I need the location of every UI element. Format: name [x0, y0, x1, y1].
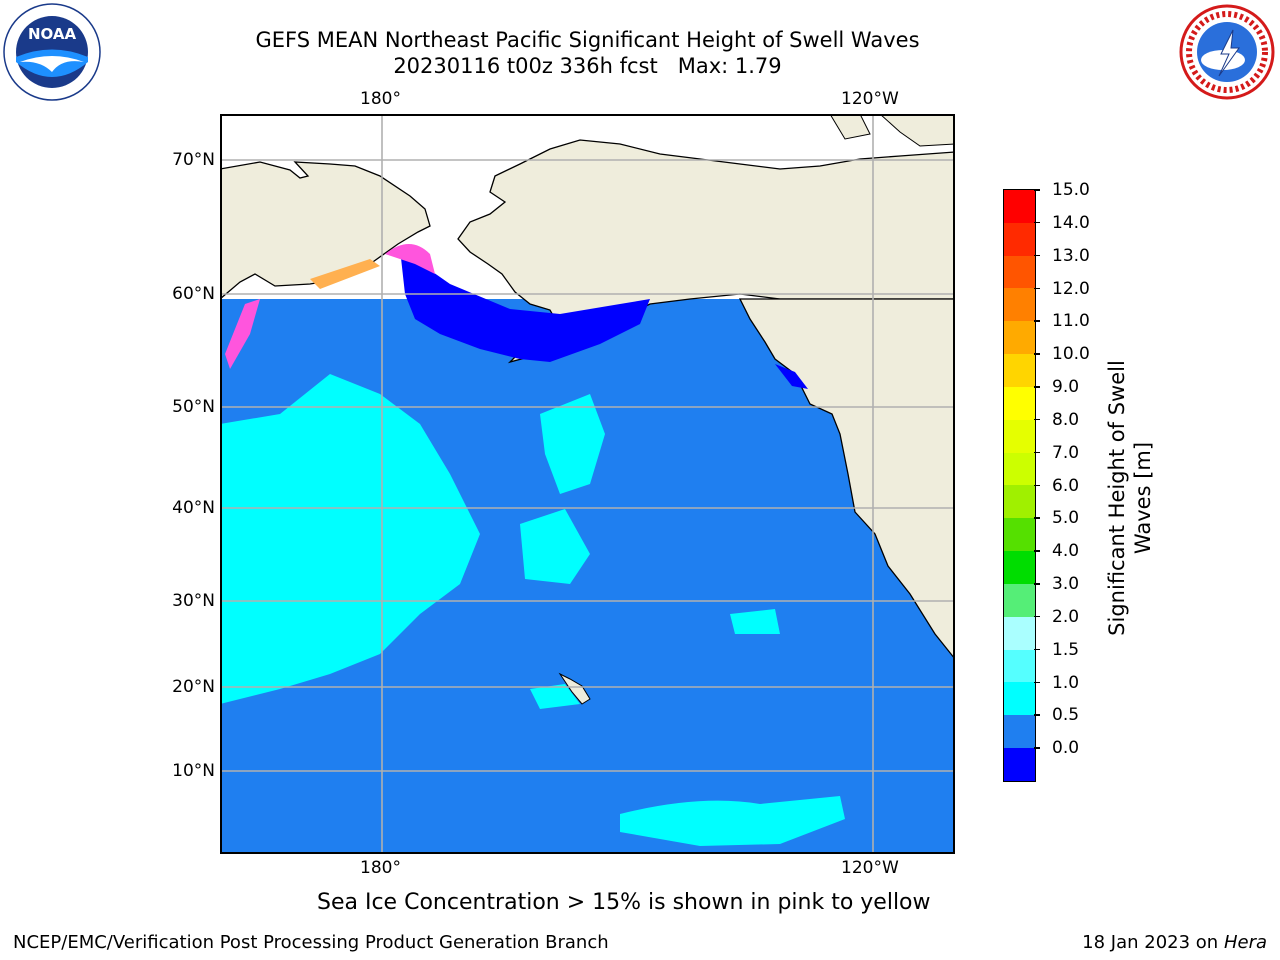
- colorbar-tick-label: 9.0: [1052, 377, 1080, 397]
- map-gridlines: [220, 114, 955, 854]
- sea-ice-edge: [310, 259, 380, 289]
- siberia-land: [219, 161, 431, 301]
- colorbar-tick-mark: [1034, 714, 1040, 716]
- colorbar-segment: [1004, 583, 1035, 617]
- colorbar-tick-label: 4.0: [1052, 541, 1080, 562]
- colorbar-segment: [1004, 354, 1035, 387]
- colorbar-tick-mark: [1034, 287, 1040, 289]
- colorbar-segment: [1004, 518, 1035, 552]
- lat-label-30n: 30°N: [172, 591, 215, 611]
- lat-label-50n: 50°N: [172, 397, 215, 417]
- colorbar-tick-mark: [1034, 386, 1040, 388]
- colorbar-tick-label: 8.0: [1052, 409, 1080, 430]
- colorbar-segment: [1004, 190, 1035, 223]
- swell-east-patch: [730, 609, 780, 634]
- colorbar-title: Significant Height of Swell Waves [m]: [1104, 348, 1156, 648]
- hawaii-islands: [558, 672, 591, 705]
- colorbar-tick-label: 11.0: [1052, 311, 1090, 332]
- colorbar-tick-label: 13.0: [1052, 245, 1090, 266]
- noaa-logo: NOAA: [2, 2, 102, 102]
- colorbar-tick-label: 5.0: [1052, 508, 1080, 529]
- colorbar-tick-mark: [1034, 747, 1040, 749]
- colorbar-segment: [1004, 255, 1035, 289]
- colorbar-segment: [1004, 649, 1035, 683]
- colorbar-segment: [1004, 551, 1035, 584]
- colorbar-tick-mark: [1034, 418, 1040, 421]
- colorbar-tick-label: 7.0: [1052, 442, 1080, 463]
- colorbar-segment: [1004, 682, 1035, 716]
- colorbar-tick-mark: [1034, 550, 1040, 552]
- colorbar-tick-label: 0.5: [1052, 705, 1080, 726]
- colorbar-segment: [1004, 485, 1035, 519]
- lon-label-top-180: 180°: [360, 89, 401, 109]
- swell-1-1_5-central: [540, 394, 605, 494]
- colorbar-tick-label: 2.0: [1052, 606, 1080, 627]
- colorbar-segment: [1004, 321, 1035, 355]
- colorbar-tick-label: 0.0: [1052, 738, 1080, 759]
- footer-host: Hera: [1223, 932, 1267, 953]
- colorbar-tick-mark: [1034, 451, 1040, 454]
- colorbar-tick-mark: [1034, 583, 1040, 585]
- chart-title: GEFS MEAN Northeast Pacific Significant …: [0, 27, 1175, 79]
- colorbar-segment: [1004, 452, 1035, 486]
- colorbar-segment: [1004, 222, 1035, 256]
- sea-ice-bering: [385, 244, 435, 274]
- swell-1-1_5-west: [220, 374, 480, 704]
- colorbar-segment: [1004, 288, 1035, 322]
- low-swell-bc: [775, 364, 808, 389]
- colorbar: [1003, 189, 1036, 782]
- swell-equatorial-patch: [620, 796, 845, 846]
- colorbar-tick-label: 14.0: [1052, 212, 1090, 233]
- swell-hawaii-patch: [530, 684, 580, 709]
- colorbar-tick-label: 3.0: [1052, 574, 1080, 594]
- colorbar-tick-label: 6.0: [1052, 475, 1080, 496]
- low-swell-gulf: [400, 249, 650, 362]
- colorbar-tick-mark: [1034, 484, 1040, 486]
- footer-date: 18 Jan 2023 on: [1082, 932, 1224, 953]
- swell-1-1_5-subtropic: [520, 509, 590, 584]
- colorbar-segment: [1004, 386, 1035, 420]
- map-svg: [219, 113, 956, 854]
- lon-label-bottom-120w: 120°W: [841, 858, 899, 878]
- colorbar-ticks: 15.0 14.0 13.0 12.0 11.0 10.0 9.0 8.0 7.0 6.0 5.0 4…: [1034, 180, 1100, 790]
- noaa-logo-text: NOAA: [28, 25, 77, 43]
- map-frame: [220, 114, 955, 854]
- lat-label-70n: 70°N: [172, 150, 215, 170]
- map-panel: [219, 113, 956, 854]
- colorbar-title-line2: Waves [m]: [1131, 441, 1155, 555]
- chart-title-line2: 20230116 t00z 336h fcst Max: 1.79: [393, 54, 782, 78]
- colorbar-segment: [1004, 715, 1035, 749]
- north-america-land: [738, 298, 956, 661]
- chart-title-line1: GEFS MEAN Northeast Pacific Significant …: [255, 28, 920, 52]
- nws-logo: [1177, 2, 1277, 102]
- sea-ice-note: Sea Ice Concentration > 15% is shown in …: [317, 890, 931, 915]
- colorbar-tick-label: 15.0: [1052, 180, 1090, 200]
- colorbar-tick-label: 10.0: [1052, 344, 1090, 365]
- colorbar-tick-mark: [1034, 517, 1040, 519]
- lat-label-60n: 60°N: [172, 284, 215, 304]
- colorbar-tick-label: 1.0: [1052, 672, 1080, 693]
- colorbar-segment: [1004, 419, 1035, 453]
- lat-label-20n: 20°N: [172, 677, 215, 697]
- colorbar-segment: [1004, 748, 1035, 781]
- colorbar-tick-label: 1.5: [1052, 639, 1080, 660]
- footer-right: 18 Jan 2023 on Hera: [1082, 932, 1267, 953]
- colorbar-tick-mark: [1034, 648, 1040, 651]
- colorbar-tick-mark: [1034, 615, 1040, 618]
- lon-label-bottom-180: 180°: [360, 858, 401, 878]
- lat-label-40n: 40°N: [172, 498, 215, 518]
- colorbar-tick-mark: [1034, 189, 1040, 191]
- colorbar-tick-mark: [1034, 681, 1040, 683]
- colorbar-tick-mark: [1034, 254, 1040, 257]
- footer-left: NCEP/EMC/Verification Post Processing Pr…: [13, 932, 609, 953]
- colorbar-tick-label: 12.0: [1052, 278, 1090, 299]
- colorbar-segment: [1004, 616, 1035, 650]
- colorbar-tick-mark: [1034, 320, 1040, 322]
- lon-label-top-120w: 120°W: [841, 89, 899, 109]
- colorbar-tick-mark: [1034, 221, 1040, 224]
- colorbar-title-line1: Significant Height of Swell: [1105, 360, 1129, 636]
- colorbar-tick-mark: [1034, 353, 1040, 355]
- lat-label-10n: 10°N: [172, 761, 215, 781]
- sea-ice-kamchatka: [225, 299, 260, 369]
